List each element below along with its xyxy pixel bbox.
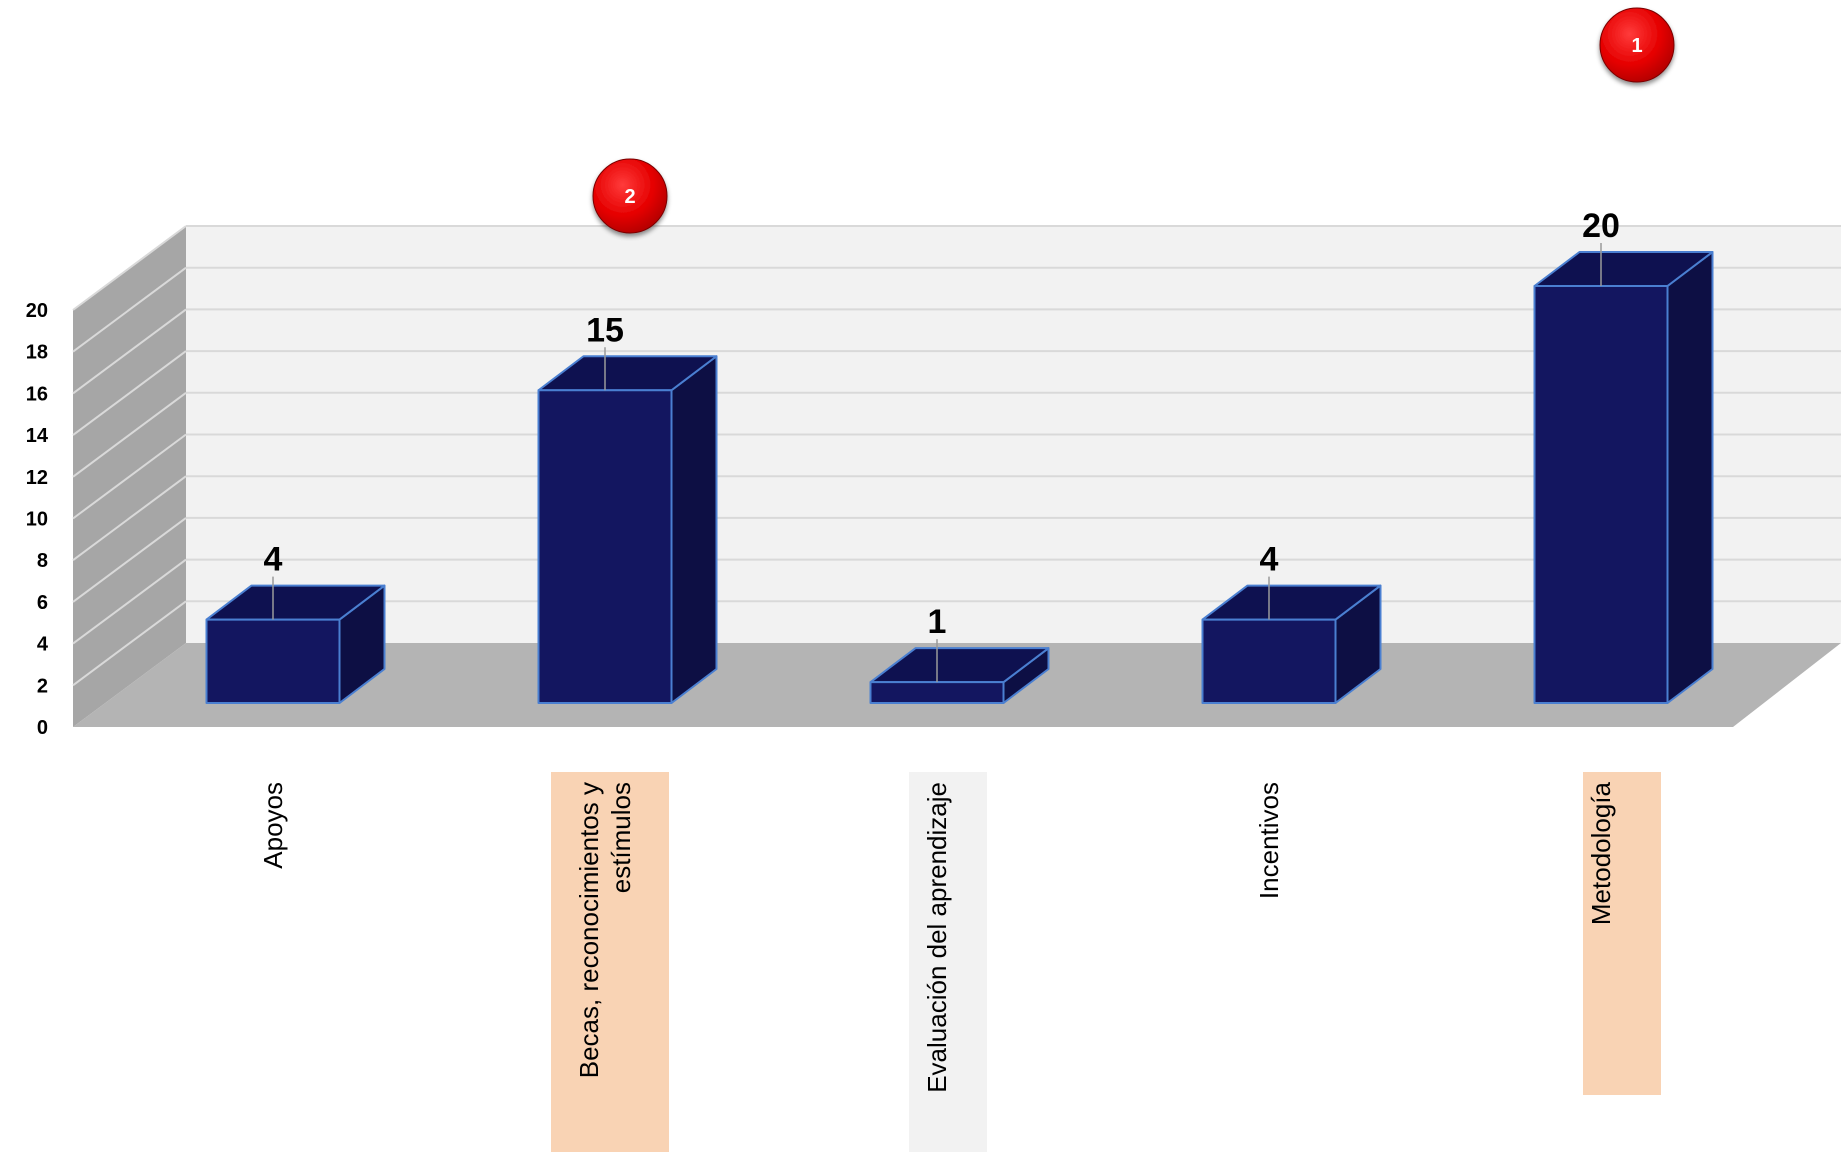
rank-badge-label: 2	[624, 186, 635, 208]
category-label-line: Apoyos	[258, 782, 288, 869]
gridline-side	[72, 266, 187, 353]
category-label: Apoyos	[258, 782, 288, 869]
category-label-line: Incentivos	[1254, 782, 1284, 899]
bar	[1533, 285, 1669, 704]
data-label: 20	[1582, 207, 1620, 245]
bar	[205, 618, 341, 704]
gridline-side	[72, 517, 187, 603]
y-tick-label: 12	[26, 467, 48, 489]
y-tick-label: 6	[37, 592, 48, 614]
y-axis-ticks: 0 2 4 6 8 10 12 14 16 18 20	[26, 300, 49, 739]
rank-badge-label: 1	[1631, 35, 1642, 57]
bar	[869, 681, 1005, 705]
category-label-line: estímulos	[606, 782, 636, 893]
y-tick-label: 4	[37, 634, 49, 656]
data-label: 4	[264, 541, 283, 579]
category-label-line: Evaluación del aprendizaje	[922, 782, 952, 1093]
category-label: Incentivos	[1254, 782, 1284, 899]
gridline-side	[72, 225, 187, 311]
gridline-side	[72, 600, 187, 687]
rank-badge	[592, 158, 668, 234]
data-label: 4	[1260, 541, 1279, 579]
category-label-line: Becas, reconocimientos y	[574, 782, 604, 1078]
y-tick-label: 10	[26, 509, 48, 531]
bars	[205, 251, 1714, 705]
gridline-side	[72, 308, 187, 395]
gridline-side	[72, 350, 187, 436]
category-label-highlight	[909, 772, 987, 1152]
gridline-side	[72, 558, 187, 645]
x-axis-category-labels: Apoyos Becas, reconocimientos yestímulos E…	[258, 781, 1616, 1092]
gridline-side	[72, 433, 187, 520]
y-tick-label: 2	[37, 675, 48, 697]
data-label: 1	[928, 603, 947, 641]
y-tick-label: 18	[26, 342, 48, 364]
category-label-highlights	[551, 772, 1661, 1152]
bar-side	[670, 355, 718, 704]
rank-badge	[1599, 7, 1675, 83]
data-labels: 4 15 1 4 20	[264, 207, 1620, 683]
y-tick-label: 14	[26, 425, 49, 447]
category-label-highlight	[551, 772, 669, 1152]
rank-badges: 12	[592, 7, 1675, 234]
category-label: Metodología	[1586, 781, 1616, 925]
bar	[1201, 618, 1337, 704]
gridline-side	[72, 391, 187, 478]
category-label: Evaluación del aprendizaje	[922, 782, 952, 1093]
y-tick-label: 16	[26, 383, 48, 405]
y-tick-label: 0	[37, 717, 48, 739]
y-tick-label: 20	[26, 300, 48, 322]
category-label: Becas, reconocimientos yestímulos	[574, 782, 636, 1078]
data-label: 15	[586, 311, 624, 349]
category-label-highlight	[1583, 772, 1661, 1095]
gridline-side	[72, 475, 187, 562]
category-label-line: Metodología	[1586, 781, 1616, 925]
bar	[537, 389, 673, 704]
y-tick-label: 8	[37, 550, 48, 572]
bar-side	[1666, 251, 1714, 704]
